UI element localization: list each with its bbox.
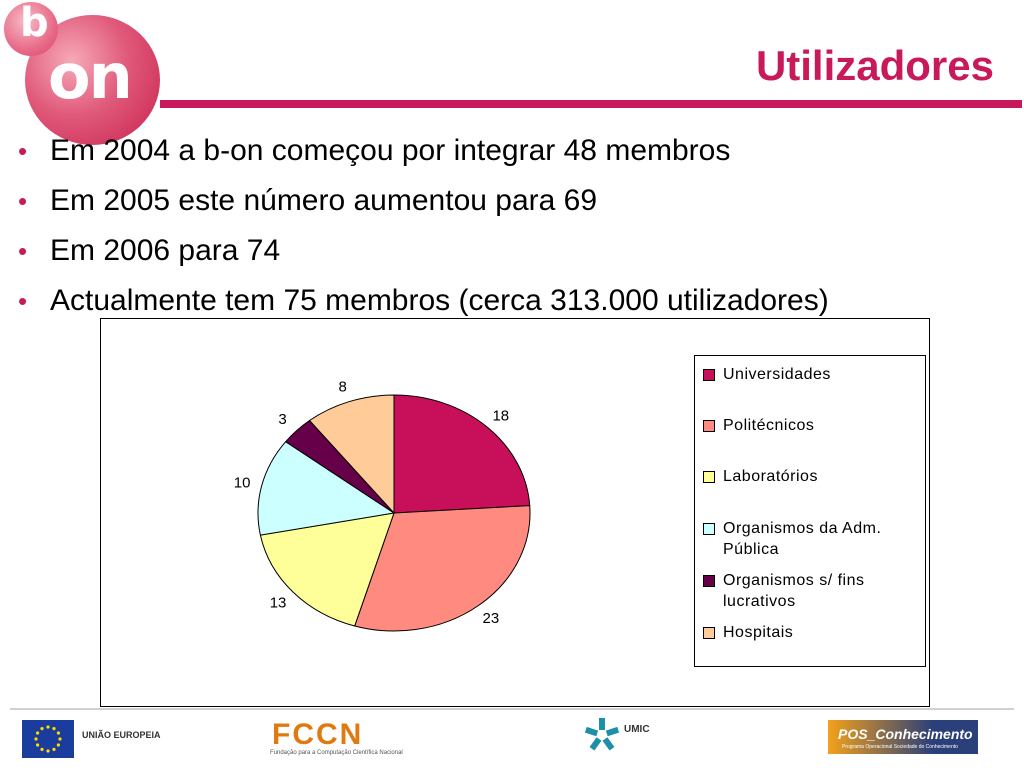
legend-swatch — [703, 523, 715, 535]
pos-label: POS_Conhecimento — [838, 726, 973, 742]
pie-slice-politecnicos — [354, 505, 531, 632]
legend-label: Universidades — [723, 366, 831, 383]
bullet-item: • Em 2005 este número aumentou para 69 — [18, 176, 829, 226]
umic-label: UMIC — [624, 724, 650, 735]
footer-logos: UNIÃO EUROPEIA FCCN Fundação para a Comp… — [0, 712, 1024, 768]
bullet-text: Actualmente tem 75 membros (cerca 313.00… — [50, 284, 829, 317]
pie-slice-organismos-adm-publica — [257, 440, 396, 536]
pie-label-laboratorios: 13 — [270, 595, 287, 612]
bullet-item: • Em 2006 para 74 — [18, 226, 829, 276]
chart-legend: Universidades Politécnicos Laboratórios … — [694, 355, 926, 667]
legend-label: Laboratórios — [723, 468, 818, 485]
title-underline — [160, 100, 1022, 108]
bullet-text: Em 2004 a b-on começou por integrar 48 m… — [50, 134, 731, 167]
logo-b-text: b — [20, 0, 49, 46]
pos-subtitle: Programa Operacional Sociedade do Conhec… — [842, 744, 958, 750]
pie-label-organismos-sem-fins-lucrativos: 3 — [278, 411, 286, 428]
legend-swatch — [703, 471, 715, 483]
fccn-logo: FCCN — [272, 718, 364, 751]
bullet-text: Em 2005 este número aumentou para 69 — [50, 184, 598, 217]
eu-label: UNIÃO EUROPEIA — [82, 730, 161, 740]
legend-swatch — [703, 420, 715, 432]
bullet-item: • Actualmente tem 75 membros (cerca 313.0… — [18, 276, 829, 326]
umic-icon — [585, 718, 619, 751]
slide-title: Utilizadores — [755, 42, 994, 89]
bullet-dot-icon: • — [18, 286, 28, 316]
legend-label: Organismos s/ fins lucrativos — [723, 572, 865, 610]
pie-label-universidades: 18 — [492, 407, 509, 424]
logo-small-circle — [4, 2, 58, 56]
pie-label-politecnicos: 23 — [483, 610, 500, 627]
bullet-text: Em 2006 para 74 — [50, 234, 281, 267]
eu-stars-icon — [34, 725, 62, 753]
pie-slice-universidades — [393, 394, 531, 514]
pie-slice-hospitais — [308, 394, 395, 515]
bullet-dot-icon: • — [18, 136, 28, 166]
eu-flag-icon — [22, 720, 74, 758]
legend-swatch — [703, 575, 715, 587]
legend-label: Hospitais — [723, 624, 794, 641]
bullet-list: • Em 2004 a b-on começou por integrar 48 … — [18, 126, 829, 326]
chart-frame: 18 23 13 10 3 8 Universidades Politécnicos La… — [100, 318, 930, 707]
pie-label-organismos-adm-publica: 10 — [234, 474, 251, 491]
bullet-dot-icon: • — [18, 186, 28, 216]
legend-label: Politécnicos — [723, 417, 815, 434]
pos-conhecimento-logo: POS_Conhecimento Programa Operacional So… — [828, 720, 978, 754]
fccn-subtitle: Fundação para a Computação Científica Na… — [270, 750, 403, 756]
legend-swatch — [703, 369, 715, 381]
legend-swatch — [703, 627, 715, 639]
footer-divider — [10, 708, 1014, 710]
pie-label-hospitais: 8 — [339, 378, 347, 395]
b-on-logo: b on — [0, 0, 165, 145]
pie-slice-laboratorios — [259, 512, 395, 627]
pie-chart: 18 23 13 10 3 8 — [234, 378, 531, 632]
logo-on-text: on — [48, 40, 133, 113]
legend-label: Organismos da Adm. Pública — [723, 520, 882, 558]
bullet-dot-icon: • — [18, 236, 28, 266]
bullet-item: • Em 2004 a b-on começou por integrar 48 … — [18, 126, 829, 176]
